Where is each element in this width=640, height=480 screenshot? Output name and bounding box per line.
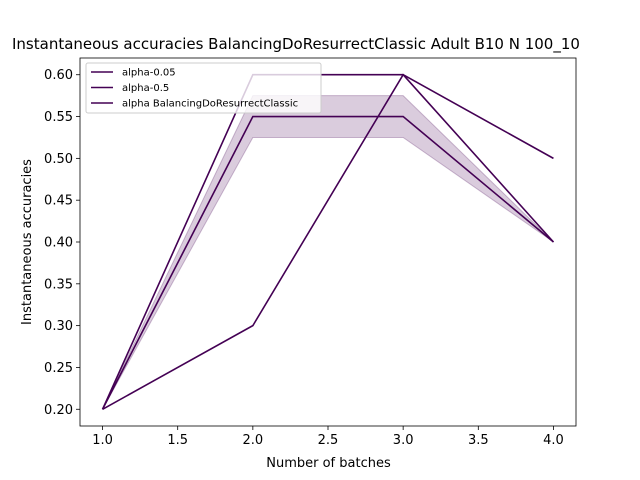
series-line-3 — [101, 115, 554, 410]
x-tick-label: 4.0 — [543, 433, 564, 448]
legend: alpha-0.05 alpha-0.5 alpha BalancingDoResu… — [85, 62, 322, 114]
y-tick-label: 0.45 — [44, 194, 73, 209]
chart-title: Instantaneous accuracies BalancingDoResu… — [12, 35, 580, 54]
y-tick-label: 0.35 — [44, 277, 73, 292]
y-tick-label: 0.30 — [44, 319, 73, 334]
y-tick-label: 0.20 — [44, 403, 73, 418]
legend-label-2: alpha-0.5 — [122, 83, 169, 94]
x-tick-label: 2.5 — [318, 433, 339, 448]
x-tick-label: 1.0 — [92, 433, 113, 448]
series-line-1 — [102, 73, 554, 410]
x-tick-label: 3.0 — [393, 433, 414, 448]
x-tick-label: 3.5 — [468, 433, 489, 448]
series-line-2 — [101, 73, 555, 410]
legend-label-1: alpha-0.05 — [122, 68, 176, 79]
legend-box — [85, 62, 322, 114]
y-tick-label: 0.25 — [44, 361, 73, 376]
x-axis-title: Number of batches — [266, 456, 391, 471]
x-tick-label: 2.0 — [243, 433, 264, 448]
y-tick-label: 0.60 — [44, 68, 73, 83]
legend-label-3: alpha BalancingDoResurrectClassic — [122, 99, 298, 110]
series-band-3 — [102, 95, 554, 410]
x-tick-label: 1.5 — [167, 433, 188, 448]
y-tick-label: 0.55 — [44, 110, 73, 125]
y-tick-label: 0.50 — [44, 152, 73, 167]
y-tick-label: 0.40 — [44, 236, 73, 251]
y-axis-title: Instantaneous accuracies — [20, 159, 35, 325]
plot-area: 1.0 1.5 2.0 2.5 3.0 3.5 4.0 0.20 0.25 0.30 0.35 0.4… — [44, 57, 577, 448]
